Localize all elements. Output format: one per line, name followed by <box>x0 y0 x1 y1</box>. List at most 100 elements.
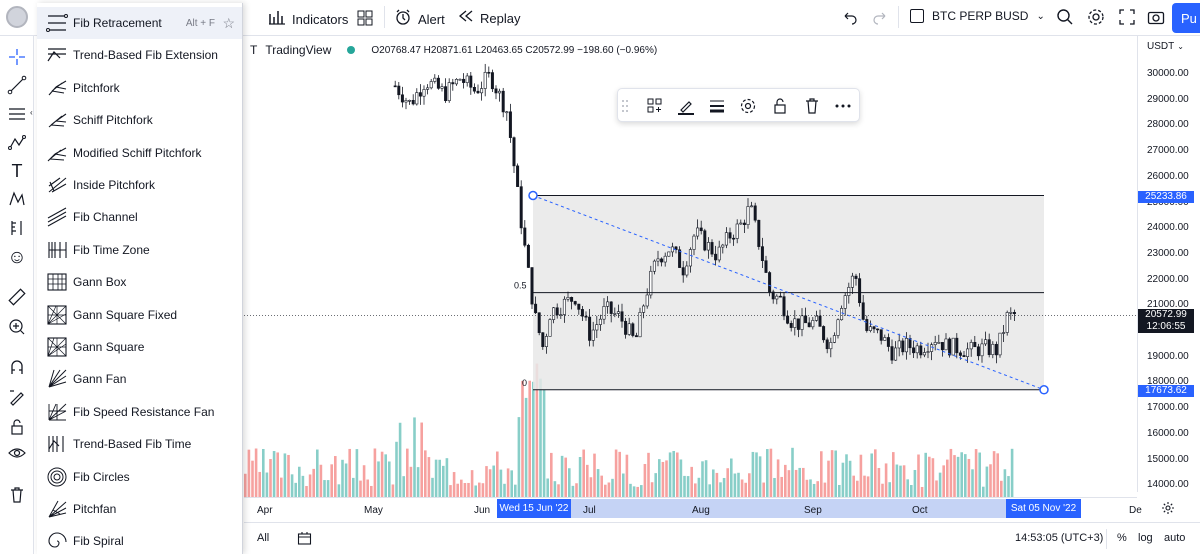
volume-bar <box>434 459 438 497</box>
price-chart[interactable]: 0.5 0 <box>244 36 1137 497</box>
gear-icon[interactable] <box>1087 8 1105 31</box>
text-icon[interactable]: T <box>11 160 23 181</box>
stay-drawing-icon[interactable] <box>5 386 29 408</box>
menu-item-fib-spiral[interactable]: Fib Spiral <box>37 525 242 554</box>
menu-item-trend-fib-extension[interactable]: Trend-Based Fib Extension <box>37 39 242 71</box>
fib-end-handle[interactable] <box>1039 385 1049 395</box>
menu-item-pitchfork[interactable]: Pitchfork <box>37 72 242 104</box>
settings-icon[interactable] <box>738 96 758 116</box>
candle-body <box>613 313 617 315</box>
candle-body <box>631 323 635 336</box>
fib-trend-line[interactable] <box>532 195 1045 391</box>
menu-item-fib-circles[interactable]: Fib Circles <box>37 461 242 493</box>
volume-bar <box>427 457 431 497</box>
menu-item-gann-square[interactable]: Gann Square <box>37 331 242 363</box>
patterns-icon[interactable] <box>5 132 29 154</box>
volume-bar <box>517 417 521 497</box>
volume-bar <box>715 472 719 497</box>
replay-button[interactable]: Replay <box>458 8 520 29</box>
volume-bar <box>571 485 575 497</box>
alert-button[interactable]: Alert <box>394 8 445 31</box>
redo-icon[interactable] <box>872 9 888 30</box>
range-all-button[interactable]: All <box>257 532 270 544</box>
publish-button[interactable]: Pu <box>1172 3 1200 33</box>
volume-bar <box>582 449 585 497</box>
log-toggle[interactable]: log <box>1138 532 1153 544</box>
menu-item-gann-fan[interactable]: Gann Fan <box>37 363 242 395</box>
candle-body <box>775 295 779 300</box>
fib-start-handle[interactable] <box>528 190 538 201</box>
trend-line-icon[interactable] <box>5 74 29 96</box>
gann-square-fixed-icon <box>43 303 71 327</box>
volume-bar <box>496 451 499 497</box>
goto-date-icon[interactable] <box>297 531 312 551</box>
checkbox-icon[interactable] <box>910 9 924 23</box>
trash-icon[interactable] <box>5 484 29 506</box>
volume-bar <box>676 452 679 497</box>
candle-body <box>876 328 880 331</box>
collapse-arrow-icon[interactable]: ‹ <box>30 108 33 117</box>
menu-item-pitchfan[interactable]: Pitchfan <box>37 493 242 525</box>
magnet-icon[interactable] <box>5 356 29 378</box>
eye-icon[interactable] <box>5 442 29 464</box>
candle-body <box>973 342 977 348</box>
avatar[interactable] <box>6 6 28 28</box>
volume-bar <box>784 464 787 497</box>
candle-body <box>796 318 800 330</box>
volume-bar <box>618 451 621 497</box>
ruler-icon[interactable] <box>5 286 29 308</box>
undo-icon[interactable] <box>842 9 858 30</box>
favorite-star-icon[interactable]: ☆ <box>222 14 235 31</box>
line-width-icon[interactable] <box>707 96 727 116</box>
volume-bar <box>852 475 855 497</box>
candle-body <box>681 267 685 276</box>
volume-bar <box>542 389 546 497</box>
menu-item-gann-square-fixed[interactable]: Gann Square Fixed <box>37 299 242 331</box>
menu-item-inside-pitchfork[interactable]: Inside Pitchfork <box>37 169 242 201</box>
volume-bar <box>355 449 359 497</box>
time-scale[interactable] <box>244 497 1137 519</box>
layouts-icon[interactable] <box>356 9 374 32</box>
delete-icon[interactable] <box>802 96 822 116</box>
search-icon[interactable] <box>1056 8 1074 31</box>
volume-bar <box>848 460 852 497</box>
template-icon[interactable] <box>645 96 665 116</box>
prediction-icon[interactable] <box>5 188 29 210</box>
currency-selector[interactable]: USDT ⌄ <box>1147 41 1184 52</box>
scale-settings-icon[interactable] <box>1161 501 1175 520</box>
unlock-icon[interactable] <box>770 96 790 116</box>
ruler-vertical-icon[interactable] <box>5 217 29 239</box>
menu-item-label: Fib Retracement <box>73 16 162 30</box>
menu-item-fib-channel[interactable]: Fib Channel <box>37 201 242 233</box>
fib-tools-icon[interactable] <box>5 103 29 125</box>
smile-icon[interactable]: ☺ <box>7 247 27 268</box>
volume-bar <box>560 455 564 497</box>
lock-icon[interactable] <box>5 416 29 438</box>
symbol-selector[interactable]: BTC PERP BUSD ⌄ <box>910 9 1045 23</box>
drag-handle-icon[interactable] <box>620 96 630 116</box>
line-color-icon[interactable] <box>676 96 696 116</box>
menu-item-gann-box[interactable]: Gann Box <box>37 266 242 298</box>
menu-item-modified-schiff-pitchfork[interactable]: Modified Schiff Pitchfork <box>37 137 242 169</box>
menu-item-fib-speed-fan[interactable]: Fib Speed Resistance Fan <box>37 396 242 428</box>
more-icon[interactable] <box>833 96 853 116</box>
volume-bar <box>877 467 881 497</box>
crosshair-icon[interactable] <box>5 46 29 68</box>
price-scale[interactable] <box>1137 36 1200 492</box>
menu-item-schiff-pitchfork[interactable]: Schiff Pitchfork <box>37 104 242 136</box>
clock-display[interactable]: 14:53:05 (UTC+3) <box>1015 532 1104 544</box>
volume-bar <box>870 453 873 497</box>
volume-bar <box>506 468 510 497</box>
menu-item-trend-fib-time[interactable]: Trend-Based Fib Time <box>37 428 242 460</box>
volume-bar <box>827 460 830 497</box>
indicators-button[interactable]: Indicators <box>268 8 348 31</box>
zoom-in-icon[interactable] <box>5 316 29 338</box>
percent-toggle[interactable]: % <box>1117 532 1127 544</box>
time-label-aug: Aug <box>692 505 710 516</box>
volume-bar <box>442 465 445 497</box>
menu-item-fib-retracement[interactable]: Fib Retracement Alt + F ☆ <box>37 7 242 39</box>
auto-toggle[interactable]: auto <box>1164 532 1186 544</box>
camera-icon[interactable] <box>1147 8 1165 31</box>
fullscreen-icon[interactable] <box>1118 8 1136 31</box>
menu-item-fib-time-zone[interactable]: Fib Time Zone <box>37 234 242 266</box>
